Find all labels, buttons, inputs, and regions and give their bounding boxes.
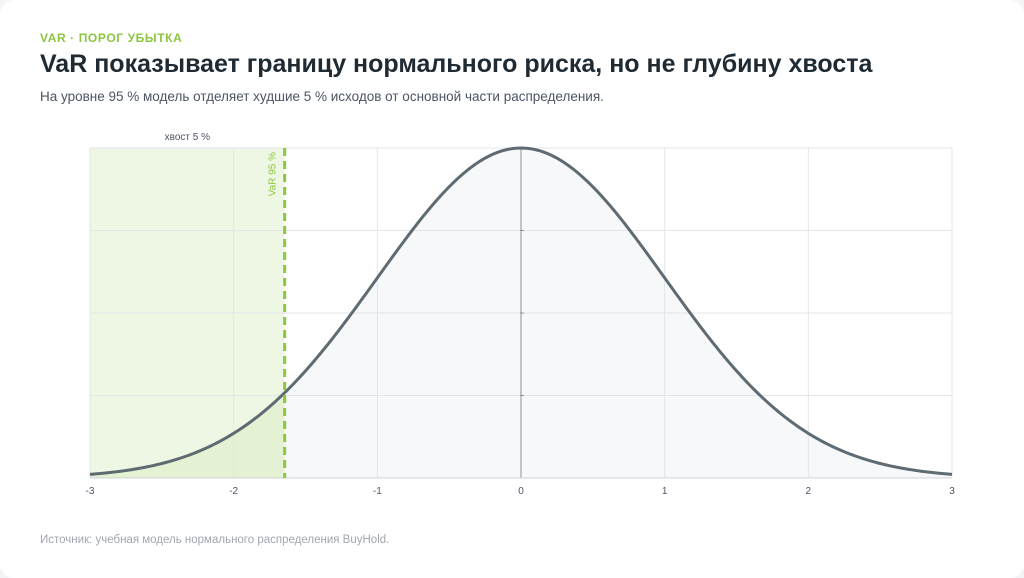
x-tick-label: 1	[662, 486, 668, 497]
var-label: VaR 95 %	[268, 152, 279, 196]
x-tick-label: 0	[518, 486, 524, 497]
eyebrow-label: VAR · ПОРОГ УБЫТКА	[40, 31, 183, 45]
tail-area	[90, 392, 285, 478]
x-tick-label: -1	[373, 486, 382, 497]
tail-label: хвост 5 %	[165, 132, 210, 143]
x-tick-label: 3	[949, 486, 955, 497]
source-note: Источник: учебная модель нормального рас…	[40, 534, 390, 546]
x-tick-label: -2	[229, 486, 238, 497]
chart-title: VaR показывает границу нормального риска…	[40, 50, 873, 78]
chart-subtitle: На уровне 95 % модель отделяет худшие 5 …	[40, 89, 604, 104]
x-tick-label: 2	[806, 486, 812, 497]
density-curve	[89, 146, 953, 476]
x-tick-label: -3	[86, 486, 95, 497]
